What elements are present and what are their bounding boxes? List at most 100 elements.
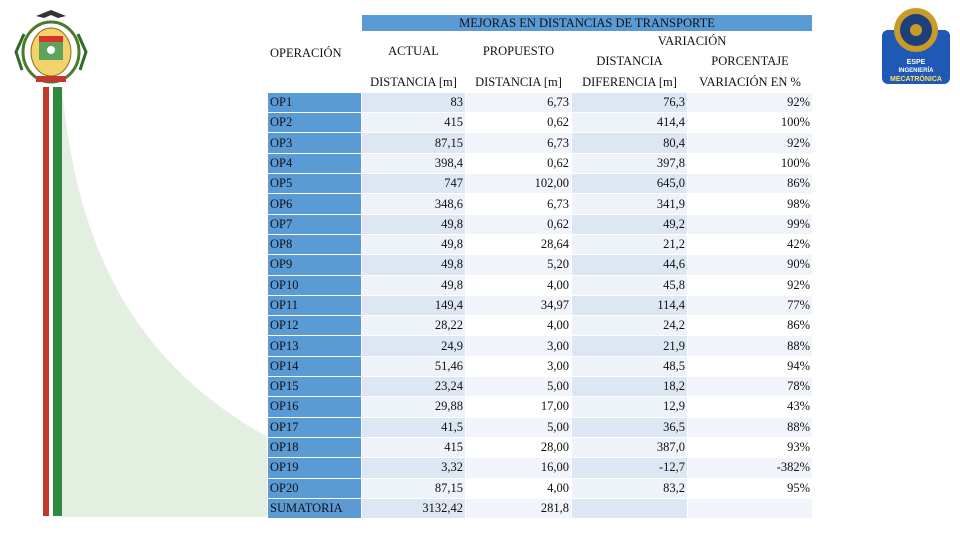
cell-diferencia: 341,9 <box>571 193 688 215</box>
decorative-green-curve <box>62 87 532 517</box>
cell-diferencia: 21,2 <box>571 233 688 256</box>
cell-propuesto: 4,00 <box>465 315 572 337</box>
table-row: SUMATORIA 3132,42 281,8 <box>267 497 813 520</box>
cell-propuesto: 5,00 <box>465 416 572 438</box>
cell-variacion: -382% <box>687 457 813 479</box>
svg-text:ESPE: ESPE <box>907 59 926 66</box>
university-crest-icon <box>14 10 88 84</box>
cell-diferencia: 83,2 <box>571 477 688 499</box>
cell-operacion: SUMATORIA <box>267 497 362 520</box>
cell-actual: 87,15 <box>361 132 466 154</box>
cell-actual: 41,5 <box>361 416 466 438</box>
cell-propuesto: 6,73 <box>465 193 572 215</box>
cell-diferencia: 114,4 <box>571 294 688 317</box>
cell-operacion: OP16 <box>267 396 362 418</box>
cell-operacion: OP13 <box>267 335 362 357</box>
table-row: OP15 23,24 5,00 18,2 78% <box>267 376 813 398</box>
table-row: OP13 24,9 3,00 21,9 88% <box>267 335 813 357</box>
column-header-propuesto: PROPUESTO <box>465 31 572 73</box>
cell-actual: 83 <box>361 91 466 114</box>
column-header-actual: ACTUAL <box>361 31 466 73</box>
table-row: OP6 348,6 6,73 341,9 98% <box>267 193 813 215</box>
cell-variacion: 86% <box>687 315 813 337</box>
cell-variacion: 92% <box>687 132 813 154</box>
column-subheader-distancia: DISTANCIA <box>571 51 688 73</box>
cell-actual: 398,4 <box>361 152 466 175</box>
cell-actual: 348,6 <box>361 193 466 215</box>
cell-actual: 87,15 <box>361 477 466 499</box>
cell-actual: 149,4 <box>361 294 466 317</box>
cell-operacion: OP7 <box>267 213 362 235</box>
cell-propuesto: 5,20 <box>465 254 572 276</box>
cell-propuesto: 102,00 <box>465 173 572 195</box>
table-row: OP8 49,8 28,64 21,2 42% <box>267 233 813 256</box>
cell-diferencia: 645,0 <box>571 173 688 195</box>
cell-propuesto: 28,00 <box>465 436 572 459</box>
cell-operacion: OP3 <box>267 132 362 154</box>
distance-improvements-table: OPERACIÓN MEJORAS EN DISTANCIAS DE TRANS… <box>267 14 813 520</box>
cell-variacion: 86% <box>687 173 813 195</box>
table-row: OP1 83 6,73 76,3 92% <box>267 91 813 114</box>
cell-variacion: 88% <box>687 335 813 357</box>
cell-actual: 415 <box>361 112 466 134</box>
table-row: OP4 398,4 0,62 397,8 100% <box>267 152 813 175</box>
cell-propuesto: 3,00 <box>465 335 572 357</box>
decorative-green-stripe <box>53 87 62 516</box>
svg-text:MECATRÓNICA: MECATRÓNICA <box>890 74 942 83</box>
decorative-white-stripe <box>49 87 53 516</box>
cell-variacion: 100% <box>687 152 813 175</box>
table-row: OP19 3,32 16,00 -12,7 -382% <box>267 457 813 479</box>
cell-propuesto: 5,00 <box>465 376 572 398</box>
cell-operacion: OP20 <box>267 477 362 499</box>
cell-diferencia: 44,6 <box>571 254 688 276</box>
table-row: OP14 51,46 3,00 48,5 94% <box>267 355 813 378</box>
cell-operacion: OP10 <box>267 274 362 296</box>
cell-actual: 24,9 <box>361 335 466 357</box>
cell-operacion: OP5 <box>267 173 362 195</box>
cell-actual: 29,88 <box>361 396 466 418</box>
table-row: OP12 28,22 4,00 24,2 86% <box>267 315 813 337</box>
cell-variacion: 94% <box>687 355 813 378</box>
cell-variacion: 93% <box>687 436 813 459</box>
cell-diferencia: -12,7 <box>571 457 688 479</box>
cell-variacion: 88% <box>687 416 813 438</box>
cell-diferencia: 24,2 <box>571 315 688 337</box>
table-row: OP18 415 28,00 387,0 93% <box>267 436 813 459</box>
cell-propuesto: 6,73 <box>465 132 572 154</box>
cell-actual: 23,24 <box>361 376 466 398</box>
table-row: OP9 49,8 5,20 44,6 90% <box>267 254 813 276</box>
cell-propuesto: 28,64 <box>465 233 572 256</box>
cell-operacion: OP4 <box>267 152 362 175</box>
cell-diferencia: 45,8 <box>571 274 688 296</box>
table-row: OP5 747 102,00 645,0 86% <box>267 173 813 195</box>
unit-header-actual: DISTANCIA [m] <box>361 71 466 93</box>
cell-actual: 747 <box>361 173 466 195</box>
cell-operacion: OP2 <box>267 112 362 134</box>
cell-variacion: 100% <box>687 112 813 134</box>
cell-propuesto: 34,97 <box>465 294 572 317</box>
table-row: OP3 87,15 6,73 80,4 92% <box>267 132 813 154</box>
cell-diferencia: 21,9 <box>571 335 688 357</box>
cell-operacion: OP8 <box>267 233 362 256</box>
cell-diferencia: 80,4 <box>571 132 688 154</box>
cell-variacion: 95% <box>687 477 813 499</box>
cell-actual: 49,8 <box>361 233 466 256</box>
cell-operacion: OP19 <box>267 457 362 479</box>
cell-diferencia: 36,5 <box>571 416 688 438</box>
table-row: OP17 41,5 5,00 36,5 88% <box>267 416 813 438</box>
cell-propuesto: 4,00 <box>465 477 572 499</box>
cell-operacion: OP12 <box>267 315 362 337</box>
unit-header-variacion: VARIACIÓN EN % <box>687 71 813 93</box>
cell-diferencia: 387,0 <box>571 436 688 459</box>
cell-operacion: OP15 <box>267 376 362 398</box>
cell-variacion: 77% <box>687 294 813 317</box>
cell-variacion: 99% <box>687 213 813 235</box>
cell-actual: 3132,42 <box>361 497 466 520</box>
cell-diferencia: 49,2 <box>571 213 688 235</box>
cell-operacion: OP6 <box>267 193 362 215</box>
table-row: OP10 49,8 4,00 45,8 92% <box>267 274 813 296</box>
table-title: MEJORAS EN DISTANCIAS DE TRANSPORTE <box>361 14 813 32</box>
cell-propuesto: 0,62 <box>465 152 572 175</box>
cell-propuesto: 281,8 <box>465 497 572 520</box>
cell-propuesto: 3,00 <box>465 355 572 378</box>
